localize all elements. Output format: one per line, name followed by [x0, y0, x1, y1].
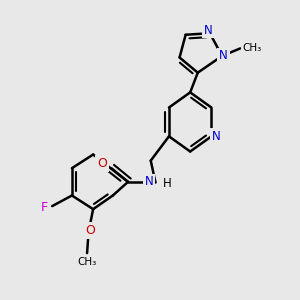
- Text: O: O: [85, 224, 95, 237]
- Text: N: N: [219, 50, 228, 62]
- Text: O: O: [97, 157, 107, 170]
- Text: N: N: [212, 130, 220, 143]
- Text: CH₃: CH₃: [243, 44, 262, 53]
- Text: F: F: [41, 201, 48, 214]
- Text: N: N: [145, 175, 154, 188]
- Text: H: H: [163, 177, 172, 190]
- Text: N: N: [204, 24, 213, 37]
- Text: CH₃: CH₃: [77, 257, 97, 267]
